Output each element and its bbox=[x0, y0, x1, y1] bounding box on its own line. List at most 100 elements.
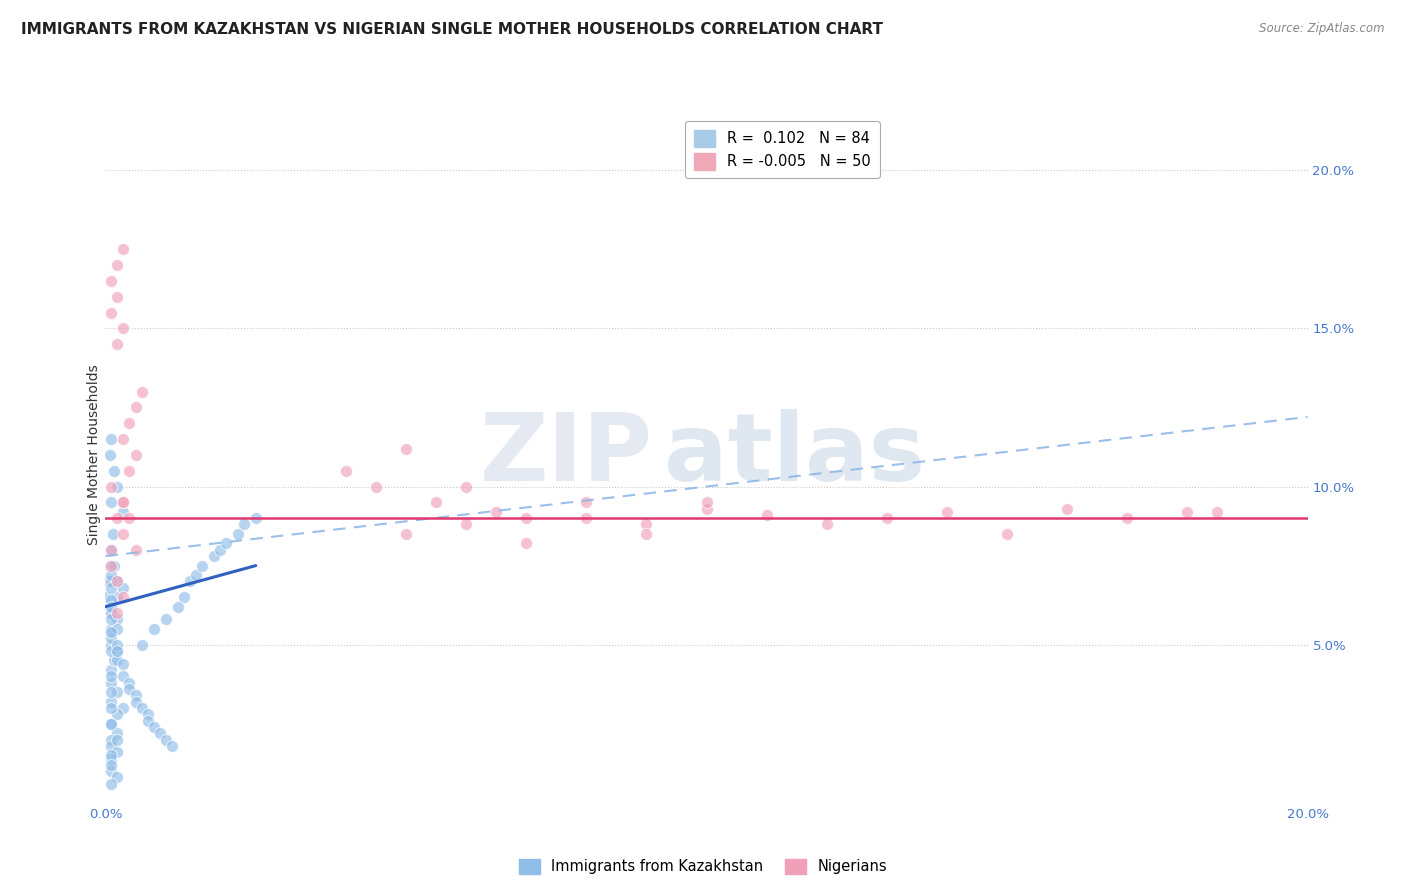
Point bbox=[107, 707, 129, 722]
Point bbox=[214, 536, 236, 550]
Point bbox=[100, 675, 122, 690]
Point bbox=[155, 612, 177, 626]
Point bbox=[107, 574, 129, 589]
Point bbox=[112, 581, 135, 595]
Point bbox=[124, 542, 146, 557]
Point bbox=[124, 688, 146, 702]
Text: IMMIGRANTS FROM KAZAKHSTAN VS NIGERIAN SINGLE MOTHER HOUSEHOLDS CORRELATION CHAR: IMMIGRANTS FROM KAZAKHSTAN VS NIGERIAN S… bbox=[21, 22, 883, 37]
Point bbox=[100, 599, 122, 614]
Point bbox=[118, 681, 141, 696]
Point bbox=[131, 701, 153, 715]
Point bbox=[107, 612, 129, 626]
Point bbox=[100, 695, 122, 709]
Point bbox=[100, 593, 122, 607]
Point bbox=[208, 542, 231, 557]
Point bbox=[100, 685, 122, 699]
Point bbox=[100, 574, 122, 589]
Point bbox=[107, 622, 129, 636]
Point bbox=[100, 751, 122, 765]
Point bbox=[97, 574, 120, 589]
Point bbox=[100, 669, 122, 683]
Point bbox=[1206, 505, 1229, 519]
Point bbox=[112, 591, 135, 605]
Point bbox=[112, 243, 135, 257]
Point bbox=[395, 527, 418, 541]
Point bbox=[100, 764, 122, 779]
Point bbox=[202, 549, 225, 563]
Point bbox=[190, 558, 212, 573]
Point bbox=[107, 511, 129, 525]
Point bbox=[112, 495, 135, 509]
Point bbox=[100, 542, 122, 557]
Point bbox=[107, 726, 129, 740]
Point bbox=[100, 777, 122, 791]
Point bbox=[454, 517, 477, 532]
Point bbox=[100, 748, 122, 763]
Point bbox=[425, 495, 447, 509]
Point bbox=[100, 274, 122, 288]
Point bbox=[107, 258, 129, 272]
Point bbox=[101, 527, 124, 541]
Point bbox=[1056, 501, 1078, 516]
Point bbox=[100, 622, 122, 636]
Point bbox=[107, 653, 129, 667]
Point bbox=[112, 669, 135, 683]
Point bbox=[995, 527, 1018, 541]
Point bbox=[107, 606, 129, 620]
Point bbox=[112, 505, 135, 519]
Point bbox=[696, 501, 718, 516]
Point bbox=[100, 479, 122, 493]
Point bbox=[335, 464, 357, 478]
Point bbox=[575, 495, 598, 509]
Point bbox=[98, 558, 121, 573]
Point bbox=[515, 511, 537, 525]
Point bbox=[142, 622, 165, 636]
Point bbox=[184, 568, 207, 582]
Point bbox=[148, 726, 170, 740]
Point bbox=[107, 337, 129, 351]
Point bbox=[112, 495, 135, 509]
Point bbox=[936, 505, 959, 519]
Point bbox=[100, 558, 122, 573]
Point bbox=[100, 612, 122, 626]
Point bbox=[103, 464, 125, 478]
Point bbox=[575, 511, 598, 525]
Point bbox=[755, 508, 778, 522]
Point bbox=[100, 701, 122, 715]
Point bbox=[100, 732, 122, 747]
Point bbox=[107, 685, 129, 699]
Point bbox=[118, 675, 141, 690]
Point bbox=[100, 305, 122, 319]
Point bbox=[100, 644, 122, 658]
Point bbox=[124, 695, 146, 709]
Point bbox=[100, 716, 122, 731]
Point bbox=[112, 321, 135, 335]
Text: Source: ZipAtlas.com: Source: ZipAtlas.com bbox=[1260, 22, 1385, 36]
Point bbox=[232, 517, 254, 532]
Point bbox=[1116, 511, 1139, 525]
Point bbox=[118, 464, 141, 478]
Point bbox=[124, 401, 146, 415]
Point bbox=[173, 591, 195, 605]
Point bbox=[100, 757, 122, 772]
Point bbox=[100, 606, 122, 620]
Point bbox=[107, 290, 129, 304]
Point bbox=[100, 495, 122, 509]
Point bbox=[245, 511, 267, 525]
Point bbox=[100, 739, 122, 753]
Point bbox=[136, 714, 159, 728]
Y-axis label: Single Mother Households: Single Mother Households bbox=[87, 365, 101, 545]
Point bbox=[485, 505, 508, 519]
Point bbox=[815, 517, 838, 532]
Point bbox=[636, 517, 658, 532]
Legend: R =  0.102   N = 84, R = -0.005   N = 50: R = 0.102 N = 84, R = -0.005 N = 50 bbox=[685, 121, 880, 178]
Point bbox=[112, 432, 135, 446]
Point bbox=[112, 657, 135, 671]
Point bbox=[107, 574, 129, 589]
Point bbox=[96, 591, 118, 605]
Point bbox=[118, 417, 141, 431]
Point bbox=[107, 732, 129, 747]
Point bbox=[160, 739, 183, 753]
Point bbox=[100, 625, 122, 640]
Point bbox=[636, 527, 658, 541]
